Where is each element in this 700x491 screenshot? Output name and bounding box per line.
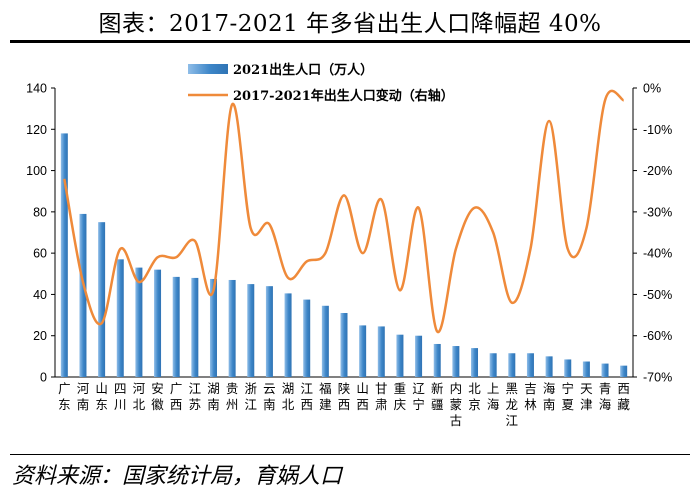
bar-重庆 bbox=[396, 334, 404, 377]
bar-甘肃 bbox=[377, 326, 385, 377]
bar-天津 bbox=[582, 361, 590, 377]
x-category-label: 福建 bbox=[319, 381, 332, 412]
bar-江苏 bbox=[191, 277, 199, 377]
left-tick-label: 80 bbox=[33, 205, 47, 219]
x-category-label: 河南 bbox=[77, 381, 90, 412]
bar-新疆 bbox=[433, 343, 441, 377]
right-tick-label: -20% bbox=[643, 164, 672, 178]
right-tick-label: 0% bbox=[643, 82, 661, 96]
left-tick-label: 140 bbox=[26, 82, 47, 96]
bar-河南 bbox=[79, 213, 87, 377]
x-category-label: 宁夏 bbox=[561, 381, 574, 412]
bar-陕西 bbox=[340, 313, 348, 377]
x-category-label: 天津 bbox=[580, 381, 593, 412]
bar-黑龙江 bbox=[508, 353, 516, 377]
left-tick-label: 60 bbox=[33, 247, 47, 261]
title-divider bbox=[10, 40, 690, 43]
bar-西藏 bbox=[620, 365, 628, 377]
left-tick-label: 120 bbox=[26, 123, 47, 137]
bar-山西 bbox=[359, 325, 367, 377]
x-category-label: 安徽 bbox=[151, 381, 164, 412]
bar-series bbox=[60, 133, 628, 377]
source-note: 资料来源：国家统计局，育娲人口 bbox=[12, 464, 343, 489]
x-category-label: 江西 bbox=[300, 381, 313, 412]
right-tick-label: -70% bbox=[643, 371, 672, 385]
legend-bar-swatch bbox=[188, 64, 228, 74]
x-category-label: 陕西 bbox=[338, 381, 351, 412]
x-category-label: 湖北 bbox=[282, 381, 295, 412]
x-category-label: 河北 bbox=[133, 381, 146, 412]
footer-divider bbox=[10, 454, 690, 455]
x-category-label: 浙江 bbox=[245, 381, 258, 412]
x-category-label: 广西 bbox=[170, 381, 183, 412]
x-category-label: 山东 bbox=[95, 381, 108, 412]
bar-广东 bbox=[60, 133, 68, 377]
bar-辽宁 bbox=[415, 335, 423, 377]
x-category-label: 云南 bbox=[263, 381, 276, 412]
legend: 2021出生人口（万人） 2017-2021年出生人口变动（右轴） bbox=[188, 62, 454, 104]
bar-四川 bbox=[116, 259, 124, 377]
bar-宁夏 bbox=[564, 359, 572, 377]
axes: 0 20 40 60 80 100 120 140 0% -10% -20% -30% -40% -50%… bbox=[26, 82, 672, 429]
x-category-label: 吉林 bbox=[524, 381, 537, 412]
bar-北京 bbox=[471, 348, 479, 377]
right-tick-label: -60% bbox=[643, 329, 672, 343]
right-tick-label: -40% bbox=[643, 247, 672, 261]
bar-湖南 bbox=[209, 278, 217, 377]
right-tick-label: -50% bbox=[643, 288, 672, 302]
x-category-label: 青海 bbox=[599, 381, 612, 412]
x-category-label: 黑龙江 bbox=[506, 381, 519, 428]
chart-title: 图表：2017-2021 年多省出生人口降幅超 40% bbox=[98, 11, 602, 37]
x-category-label: 湖南 bbox=[207, 381, 220, 412]
line-series bbox=[63, 89, 625, 333]
bar-浙江 bbox=[247, 284, 255, 377]
bar-海南 bbox=[545, 356, 553, 377]
bar-贵州 bbox=[228, 279, 236, 377]
x-category-label: 上海 bbox=[487, 381, 500, 412]
left-tick-label: 40 bbox=[33, 288, 47, 302]
legend-line-label: 2017-2021年出生人口变动（右轴） bbox=[233, 88, 454, 104]
x-category-label: 山西 bbox=[356, 381, 369, 412]
bar-云南 bbox=[265, 286, 273, 377]
bar-广西 bbox=[172, 276, 180, 377]
x-category-label: 辽宁 bbox=[412, 381, 425, 412]
left-tick-label: 100 bbox=[26, 164, 47, 178]
x-category-label: 四川 bbox=[114, 381, 127, 412]
line-change-path bbox=[63, 89, 625, 333]
x-category-label: 重庆 bbox=[394, 381, 407, 412]
right-tick-label: -10% bbox=[643, 123, 672, 137]
x-category-label: 江苏 bbox=[189, 381, 202, 412]
x-category-label: 海南 bbox=[543, 381, 556, 412]
x-category-label: 贵州 bbox=[226, 381, 239, 412]
legend-bar-label: 2021出生人口（万人） bbox=[233, 62, 373, 78]
bar-青海 bbox=[601, 363, 609, 377]
bar-安徽 bbox=[154, 269, 162, 377]
bar-河北 bbox=[135, 267, 143, 377]
bar-山东 bbox=[98, 222, 106, 377]
bar-吉林 bbox=[526, 353, 534, 377]
bar-湖北 bbox=[284, 293, 292, 377]
x-category-label: 广东 bbox=[58, 381, 71, 412]
x-category-label: 西藏 bbox=[617, 381, 630, 412]
chart-area: 0 20 40 60 80 100 120 140 0% -10% -20% -30% -40% -50%… bbox=[26, 62, 672, 429]
x-category-label: 北京 bbox=[468, 381, 481, 412]
x-category-label: 内蒙古 bbox=[450, 381, 463, 428]
x-category-label: 甘肃 bbox=[375, 381, 388, 412]
bar-江西 bbox=[303, 299, 311, 377]
bar-上海 bbox=[489, 353, 497, 377]
right-tick-label: -30% bbox=[643, 205, 672, 219]
bar-内蒙古 bbox=[452, 346, 460, 377]
left-tick-label: 0 bbox=[40, 371, 47, 385]
bar-福建 bbox=[321, 305, 329, 377]
left-tick-label: 20 bbox=[33, 329, 47, 343]
x-category-label: 新疆 bbox=[431, 381, 444, 412]
